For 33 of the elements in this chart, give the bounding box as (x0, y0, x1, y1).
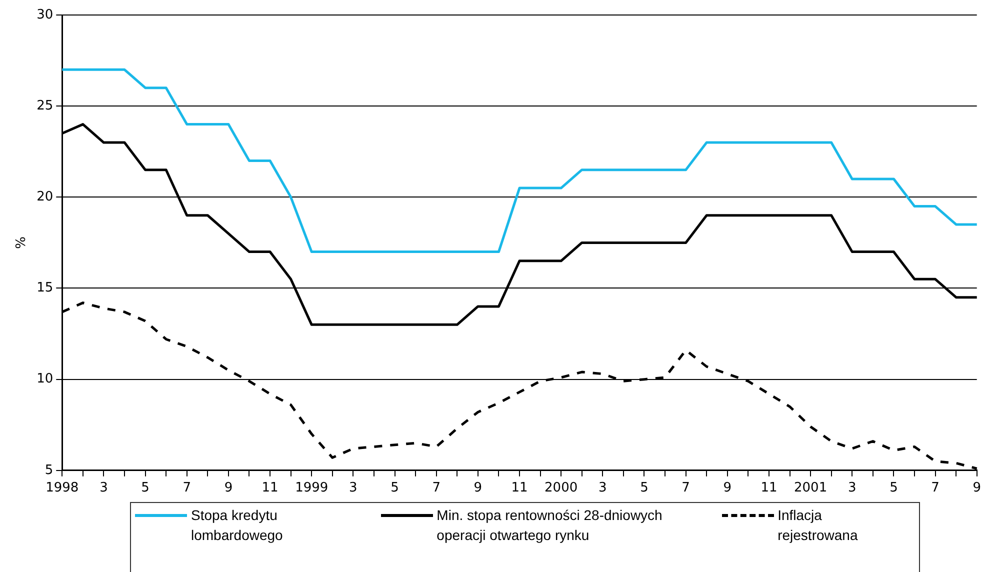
y-tick-label: 15 (36, 280, 54, 296)
y-tick-label: 30 (36, 7, 54, 22)
x-tick-label: 7 (182, 480, 192, 496)
x-tick-label: 3 (598, 480, 607, 496)
x-tick-label: 1998 (46, 480, 79, 496)
x-tick-label: 11 (511, 480, 528, 496)
x-tick-label: 3 (349, 480, 358, 496)
x-tick-label: 9 (474, 480, 482, 496)
legend-label: Min. stopa rentowności 28-dniowych operacji otwartego rynku (436, 506, 664, 545)
x-tick-label: 2001 (794, 480, 828, 496)
x-tick-label: 3 (848, 480, 856, 496)
x-tick-label: 2000 (544, 480, 578, 496)
y-axis-title: % (14, 236, 30, 249)
x-tick-label: 3 (100, 480, 108, 496)
x-tick-label: 5 (890, 480, 898, 496)
x-tick-label: 5 (390, 480, 399, 496)
x-tick-label: 7 (432, 480, 440, 496)
y-tick-label: 20 (36, 190, 54, 205)
y-tick-label: 10 (36, 372, 54, 387)
legend-label: Inflacja rejestrowana (778, 506, 859, 545)
x-tick-label: 9 (723, 480, 732, 496)
x-tick-label: 7 (931, 480, 940, 496)
x-tick-label: 9 (224, 480, 233, 496)
x-tick-label: 9 (972, 480, 982, 496)
x-tick-label: 5 (640, 480, 648, 496)
x-tick-label: 7 (682, 480, 690, 496)
legend-label: Stopa kredytu lombardowego (191, 506, 284, 545)
y-tick-label: 5 (44, 462, 54, 478)
x-tick-label: 11 (262, 480, 278, 496)
x-tick-label: 5 (141, 480, 150, 496)
x-tick-label: 11 (760, 480, 778, 496)
x-tick-label: 1999 (295, 480, 328, 496)
y-tick-label: 25 (36, 98, 54, 114)
